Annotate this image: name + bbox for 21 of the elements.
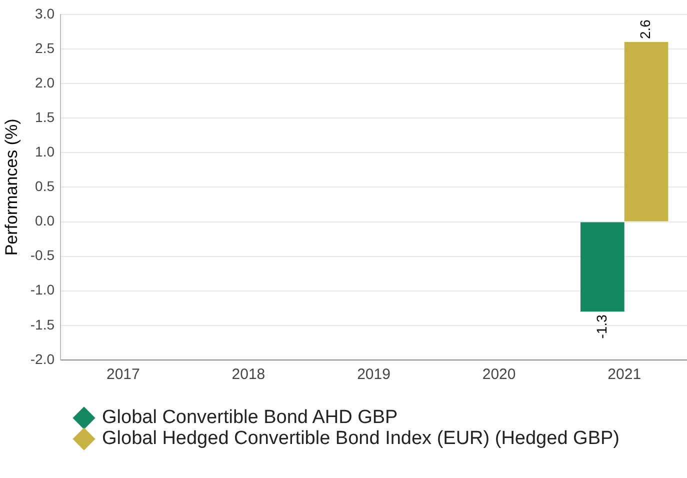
y-tick-label: 2.0 [35,74,55,90]
data-label: 2.6 [637,19,654,40]
y-tick-label: 1.0 [35,144,55,160]
x-tick-label: 2021 [608,366,642,384]
x-tick-label: 2020 [482,366,516,384]
y-tick-label: 0.0 [35,212,55,229]
y-tick-label: 0.5 [35,178,55,194]
legend-label: Global Convertible Bond AHD GBP [102,407,398,428]
y-tick-label: 1.5 [35,108,55,125]
y-tick-label: -1.0 [30,282,55,298]
x-tick-label: 2018 [232,366,266,384]
y-tick-label: -0.5 [30,247,55,264]
x-tick-label: 2017 [106,366,140,384]
y-tick-label: 3.0 [35,5,55,22]
y-tick-label: -1.5 [30,316,55,332]
legend-label: Global Hedged Convertible Bond Index (EUR) (Hedged GBP) [102,428,620,449]
y-tick-label: -2.0 [30,350,55,367]
y-tick-label: 2.5 [35,40,55,56]
y-axis-title: Performances (%) [2,118,21,256]
data-label: -1.3 [593,314,610,339]
x-tick-label: 2019 [357,366,390,384]
